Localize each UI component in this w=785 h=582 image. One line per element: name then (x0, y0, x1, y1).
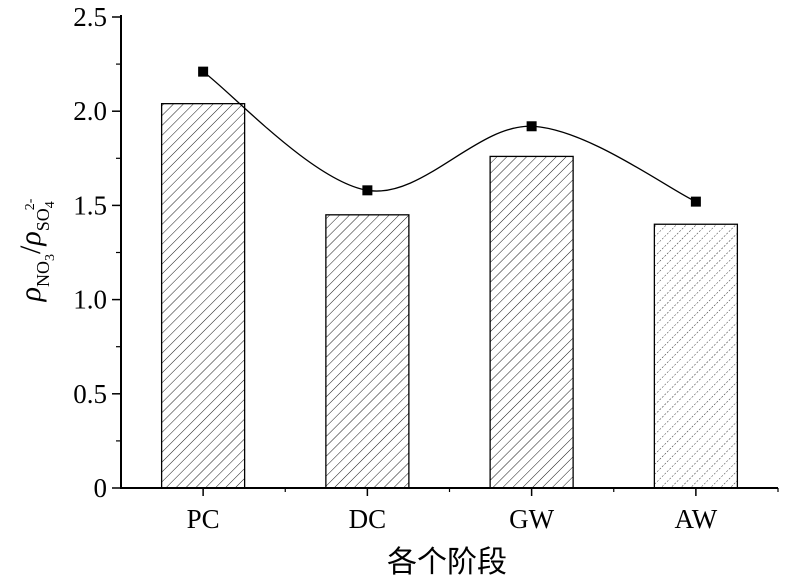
marker-pc (198, 66, 209, 77)
ylabel-den-sup: 2- (23, 198, 38, 210)
marker-gw (526, 121, 537, 132)
x-tick-label-gw: GW (509, 504, 554, 534)
bar-gw (489, 155, 574, 489)
y-tick-label: 0 (94, 473, 108, 503)
ylabel-slash: / (14, 245, 47, 254)
svg-text:ρNO3/ρSO42-: ρNO3/ρSO42- (14, 198, 58, 302)
y-tick-label: 1.5 (73, 190, 107, 220)
x-tick-label-pc: PC (187, 504, 220, 534)
marker-aw (690, 196, 701, 207)
ylabel-num-sub: NO (33, 261, 53, 287)
x-axis-title: 各个阶段 (387, 545, 507, 580)
ylabel-rho-2: ρ (14, 231, 47, 246)
ylabel-den-sub: SO (33, 208, 53, 231)
y-tick-label: 2.0 (73, 96, 107, 126)
y-tick-label: 0.5 (73, 379, 107, 409)
bar-aw (653, 223, 739, 489)
marker-dc (362, 185, 373, 196)
bars (160, 103, 739, 489)
trend (198, 66, 701, 207)
bar-pc (160, 103, 246, 489)
bar-dc (325, 214, 410, 489)
y-tick-label: 2.5 (73, 2, 107, 32)
ylabel-den-sub2: 4 (43, 201, 58, 208)
y-ticks: 0 0.5 1.0 1.5 2.0 2.5 (73, 2, 121, 503)
trend-line (202, 71, 697, 203)
y-tick-label: 1.0 (73, 285, 107, 315)
x-ticks: PC DC GW AW (187, 488, 779, 534)
y-axis-title: ρNO3/ρSO42- (14, 198, 58, 302)
ylabel-rho-1: ρ (14, 287, 47, 302)
ylabel-num-sub2: 3 (43, 254, 58, 261)
axes: 0 0.5 1.0 1.5 2.0 2.5 PC DC GW AW (73, 2, 779, 534)
x-tick-label-dc: DC (349, 504, 387, 534)
x-tick-label-aw: AW (674, 504, 717, 534)
